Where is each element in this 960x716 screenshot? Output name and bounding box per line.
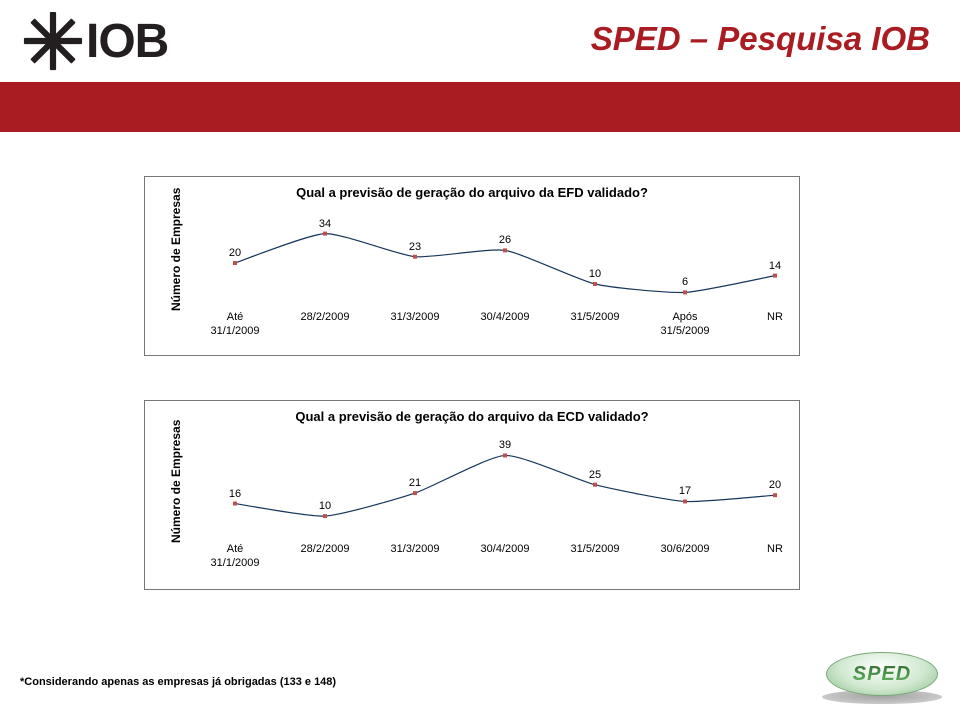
sped-badge-text: SPED [853,663,911,686]
chart-x-category: 31/3/2009 [391,543,440,557]
chart-x-category: NR [767,311,783,325]
chart-x-category: 31/3/2009 [391,311,440,325]
chart-x-category: 28/2/2009 [301,311,350,325]
chart-x-category: 30/4/2009 [481,311,530,325]
chart-efd-title: Qual a previsão de geração do arquivo da… [145,177,799,200]
chart-value-label: 39 [499,439,511,451]
chart-x-category: 31/5/2009 [571,311,620,325]
chart-value-label: 10 [319,500,331,512]
chart-x-category: Após31/5/2009 [661,311,710,339]
chart-efd-plot: 20Até31/1/20093428/2/20092331/3/20092630… [235,221,775,349]
footnote: *Considerando apenas as empresas já obri… [20,676,336,688]
chart-x-category: NR [767,543,783,557]
chart-x-category: Até31/1/2009 [211,543,260,571]
logo-star-icon [22,10,84,72]
chart-x-category: Até31/1/2009 [211,311,260,339]
chart-value-label: 14 [769,260,781,272]
chart-value-label: 17 [679,485,691,497]
chart-x-category: 30/6/2009 [661,543,710,557]
chart-value-label: 20 [769,479,781,491]
sped-badge-oval: SPED [826,652,938,696]
chart-ecd-plot: 16Até31/1/20091028/2/20092131/3/20093930… [235,445,775,581]
chart-value-label: 10 [589,268,601,280]
chart-ecd: Qual a previsão de geração do arquivo da… [144,400,800,590]
chart-value-label: 25 [589,469,601,481]
chart-efd-ylabel: Número de Empresas [169,188,183,311]
sped-badge: SPED [822,650,942,704]
chart-value-label: 34 [319,218,331,230]
slide: IOB SPED – Pesquisa IOB Qual a previsão … [0,0,960,716]
chart-value-label: 26 [499,234,511,246]
chart-value-label: 20 [229,247,241,259]
chart-ecd-title: Qual a previsão de geração do arquivo da… [145,401,799,424]
chart-efd: Qual a previsão de geração do arquivo da… [144,176,800,356]
chart-x-category: 28/2/2009 [301,543,350,557]
chart-x-category: 30/4/2009 [481,543,530,557]
page-title: SPED – Pesquisa IOB [591,20,930,58]
chart-value-label: 23 [409,241,421,253]
logo: IOB [22,10,168,72]
chart-value-label: 6 [682,276,688,288]
header: IOB SPED – Pesquisa IOB [0,0,960,82]
chart-value-label: 16 [229,488,241,500]
chart-value-label: 21 [409,477,421,489]
header-band [0,82,960,132]
logo-text: IOB [86,14,168,69]
chart-ecd-svg [235,445,775,537]
chart-x-category: 31/5/2009 [571,543,620,557]
chart-ecd-ylabel: Número de Empresas [169,420,183,543]
